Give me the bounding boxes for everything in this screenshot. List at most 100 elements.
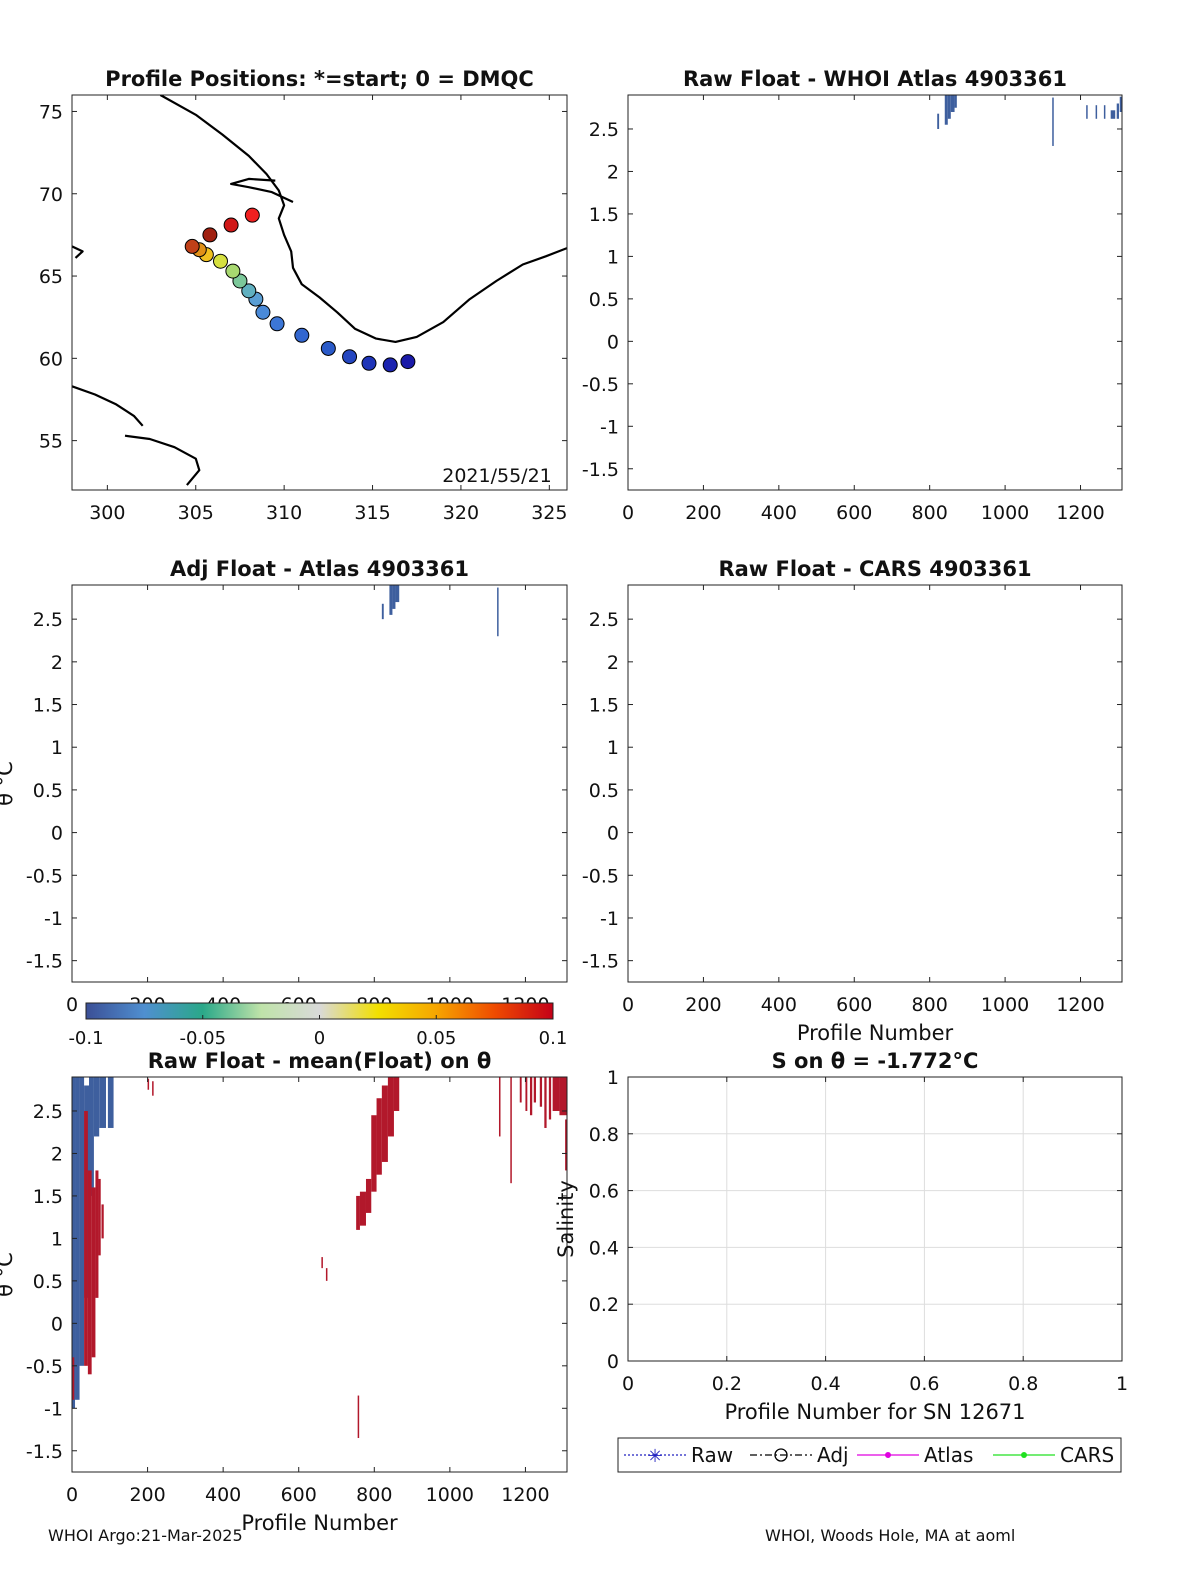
track-point-4 [320,340,336,356]
y-tick-label: 65 [39,266,63,288]
data-segment-raw_atlas-5 [1052,97,1054,146]
y-tick-label: 1 [607,737,619,759]
data-segment-raw_mean-2 [79,1077,85,1366]
data-segment-raw_mean-7 [107,1077,114,1128]
legend-label-1: Adj [817,1443,849,1467]
y-tick-label: 0 [51,823,63,845]
x-tick-label: 0 [66,1484,78,1506]
track-point-17 [223,217,239,233]
x-tick-label: 600 [836,994,872,1016]
data-segment-raw_atlas-3 [950,95,955,112]
track-point-15 [184,238,200,254]
colorbar: -0.1 -0.05 0 0.05 0.1 [68,1002,568,1049]
x-tick-label: 315 [354,502,390,524]
x-tick-label: 800 [912,502,948,524]
x-tick-label: 0 [66,994,78,1016]
y-tick-label: 0.4 [589,1237,619,1259]
data-segment-raw_mean-19 [356,1195,360,1230]
legend-marker-star: ✳ [647,1446,662,1467]
y-tick-label: 0 [607,331,619,353]
plot-area-raw_cars [628,585,1122,982]
y-tick-label: 0.5 [589,780,619,802]
y-tick-label: -0.5 [582,374,619,396]
footer-right: WHOI, Woods Hole, MA at aoml [765,1526,1016,1545]
x-tick-label: 200 [685,994,721,1016]
x-tick-label: 1200 [1056,994,1104,1016]
y-tick-label: 1 [607,246,619,268]
colorbar-tick-label: -0.1 [68,1028,103,1049]
y-tick-label: 75 [39,101,63,123]
axes-frame-raw_mean [71,1076,568,1473]
x-tick-label: 0.2 [712,1373,742,1395]
y-tick-label: 2.5 [33,1101,63,1123]
colorbar-tick-label: 0.1 [539,1028,568,1049]
legend-label-3: CARS [1060,1443,1114,1467]
data-segment-raw_atlas-6 [1086,105,1088,119]
y-tick-label: 0.5 [33,1271,63,1293]
y-axis-label-raw_mean: θ °C [0,1252,17,1297]
y-tick-label: 0 [51,1313,63,1335]
x-axis-label-salinity: Profile Number for SN 12671 [724,1400,1025,1424]
data-segment-raw_mean-24 [381,1085,388,1162]
x-tick-label: 325 [531,502,567,524]
y-tick-label: 1.5 [589,695,619,717]
data-segment-raw_mean-6 [99,1077,107,1128]
y-tick-label: 2 [51,652,63,674]
data-segment-raw_mean-36 [548,1077,552,1120]
legend-marker-dot [1021,1452,1027,1458]
y-tick-label: 2.5 [589,119,619,141]
track-point-11 [225,263,241,279]
x-tick-label: 300 [89,502,125,524]
plot-content-map [72,95,567,486]
axes-frame-raw_atlas [627,94,1123,491]
data-segment-raw_mean-33 [533,1077,537,1103]
data-segment-raw_mean-29 [510,1077,512,1184]
x-tick-label: 200 [129,1484,165,1506]
y-tick-label: 70 [39,184,63,206]
data-segment-raw_mean-17 [321,1257,323,1269]
x-axis-label-raw_mean: Profile Number [241,1511,398,1535]
x-tick-label: 1200 [501,1484,549,1506]
data-segment-raw_mean-16 [152,1081,154,1096]
chart-title-raw_cars: Raw Float - CARS 4903361 [718,557,1031,581]
colorbar-tick-label: 0 [314,1028,325,1049]
data-segment-adj_atlas-1 [389,585,393,615]
map-annotation: 2021/55/21 [442,465,552,487]
plot-content-raw_atlas [937,95,1122,146]
data-segment-raw_mean-38 [559,1077,567,1116]
coastline-1 [230,177,294,203]
data-segment-adj_atlas-0 [381,603,384,620]
panel-raw_atlas: 0 200 400 600 800 1000 1200 -1.5 -1 -0.5 0 0.5 1 1.5 2… [582,67,1123,524]
data-segment-raw_mean-4 [89,1077,94,1196]
data-segment-raw_mean-11 [91,1187,96,1358]
data-segment-raw_mean-13 [98,1178,101,1256]
plot-area-raw_mean [72,1077,567,1472]
data-segment-raw_mean-34 [539,1077,543,1107]
x-axis-label-raw_cars: Profile Number [797,1021,954,1045]
data-segment-raw_mean-23 [376,1098,382,1175]
data-segment-raw_mean-27 [357,1395,360,1439]
data-segment-raw_mean-22 [371,1115,377,1192]
chart-title-salinity: S on θ = -1.772°C [772,1049,979,1073]
track-point-18 [244,207,260,223]
data-segment-raw_mean-32 [529,1077,533,1116]
track-point-12 [213,253,228,269]
axes-frame-adj_atlas [71,584,568,983]
chart-title-map: Profile Positions: *=start; 0 = DMQC [105,67,534,91]
data-segment-raw_mean-28 [498,1077,501,1137]
y-axis-label-salinity: Salinity [554,1180,578,1258]
data-segment-raw_mean-1 [75,1077,80,1400]
y-tick-label: 0.6 [589,1181,619,1203]
panel-map: 300 305 310 315 320 325 55 60 65 70 75 Profile Posi… [39,67,568,524]
data-segment-raw_atlas-1 [944,95,948,125]
data-segment-adj_atlas-3 [395,585,400,603]
x-tick-label: 800 [912,994,948,1016]
y-tick-label: -1 [600,416,619,438]
x-tick-label: 600 [281,1484,317,1506]
x-tick-label: 1000 [981,994,1029,1016]
x-tick-label: 0.8 [1008,1373,1038,1395]
data-segment-raw_atlas-4 [954,95,957,108]
y-tick-label: -0.5 [26,1356,63,1378]
y-tick-label: -1 [600,908,619,930]
y-tick-label: 60 [39,348,63,370]
